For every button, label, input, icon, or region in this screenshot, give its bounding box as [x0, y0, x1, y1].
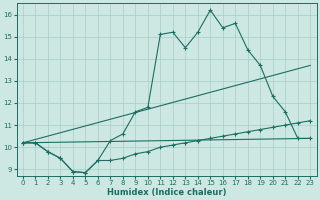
X-axis label: Humidex (Indice chaleur): Humidex (Indice chaleur) [107, 188, 226, 197]
